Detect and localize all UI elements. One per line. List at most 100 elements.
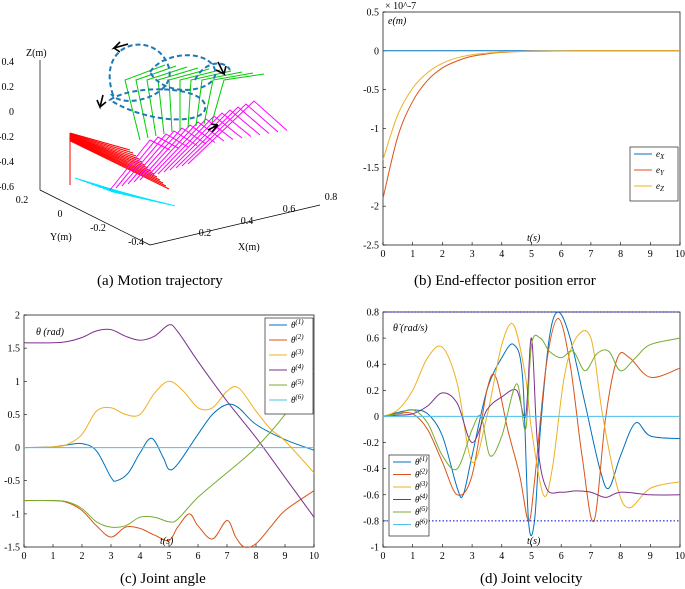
x-tick-label: 10 — [675, 249, 685, 260]
arm-link-3 — [109, 139, 171, 191]
arm-link-3 — [175, 106, 270, 169]
robot-arm-links — [69, 64, 288, 207]
series-line-dtheta2 — [382, 317, 681, 522]
axis-x — [149, 204, 321, 246]
arm-link-4 — [211, 73, 265, 123]
arm-link-3 — [181, 103, 279, 167]
x-tick-label: 3 — [470, 551, 475, 562]
legend-label-theta3: θ(3) — [291, 348, 304, 360]
arm-link-1 — [69, 134, 140, 160]
x-tick-label: 9 — [648, 551, 653, 562]
axes-ticks: 0 1 2 3 4 5 6 7 8 9 10 0.5 0 -0.5 -1 -1.5 -2 -2.5 — [363, 8, 685, 261]
arm-link-1 — [69, 140, 170, 190]
y-tick-label: 0.2 — [16, 195, 29, 206]
caption-d: (d) Joint velocity — [480, 571, 583, 587]
y-tick-label: 0.6 — [367, 334, 380, 345]
arm-link-3 — [121, 133, 189, 187]
legend-label-eX: eX — [656, 149, 665, 161]
arm-link-4 — [179, 69, 221, 130]
x-tick-label: 2 — [440, 551, 445, 562]
x-tick-label: 4 — [138, 551, 143, 562]
legend-label-theta5: θ(5) — [291, 378, 304, 390]
arm-link-1 — [69, 138, 161, 181]
z-tick-label: -0.2 — [0, 132, 14, 143]
arm-link-4 — [157, 67, 199, 135]
arrow-icon — [111, 41, 129, 53]
panel-a: Z(m) 0.4 0.2 0 -0.2 -0.4 -0.6 0.2 0.4 0.6 0.8 0.… — [0, 41, 337, 289]
x-axis-label: t(s) — [160, 536, 174, 547]
path-loop-1 — [108, 43, 171, 102]
legend-label-dtheta3: θ̇(3) — [415, 480, 428, 492]
legend-label-theta6: θ(6) — [291, 393, 304, 405]
panel-b: 0 1 2 3 4 5 6 7 8 9 10 0.5 0 -0.5 -1 -1.5 -2 -2.5 × 10^-7… — [363, 1, 685, 289]
x-tick-label: 6 — [559, 249, 564, 260]
axes-ticks: 0 1 2 3 4 5 6 7 8 9 10 0.8 0.6 0.4 0.2 0 -0.2 -0.4 -0.6 -0.… — [363, 308, 685, 563]
z-tick-label: 0.2 — [2, 82, 15, 93]
x-axis-label: X(m) — [238, 242, 260, 253]
legend-box — [264, 317, 314, 415]
arm-link-4 — [203, 72, 254, 125]
direction-arrows — [96, 41, 227, 133]
legend-label-dtheta1: θ̇(1) — [415, 455, 428, 467]
y-tick-label: -0.8 — [363, 516, 379, 527]
x-tick-label: 9 — [283, 551, 288, 562]
y-tick-label: -2 — [371, 202, 379, 213]
legend-label-dtheta2: θ̇(2) — [415, 468, 428, 480]
legend-label-theta1: θ(1) — [291, 318, 304, 330]
y-tick-label: 0 — [58, 209, 63, 220]
y-tick-label: 0.4 — [367, 360, 380, 371]
plot-frame — [382, 11, 681, 246]
caption-a: (a) Motion trajectory — [97, 273, 223, 289]
arm-link-1 — [69, 132, 131, 151]
x-tick-label: 1 — [410, 551, 415, 562]
path-loop-3 — [108, 88, 207, 121]
x-tick-label: 7 — [225, 551, 230, 562]
arm-link-1 — [69, 137, 158, 178]
y-tick-label: 1.5 — [8, 344, 21, 355]
y-tick-label: 0.5 — [8, 410, 21, 421]
x-tick-label: 7 — [588, 551, 593, 562]
z-tick-label: -0.4 — [0, 157, 14, 168]
legend-label-theta4: θ(4) — [291, 363, 304, 375]
series-line-theta2 — [23, 490, 315, 548]
arm-link-1 — [69, 134, 143, 163]
y-tick-label: 0.8 — [367, 308, 380, 319]
series-lines — [23, 324, 315, 548]
arm-link-3 — [145, 121, 225, 179]
arm-link-4 — [187, 70, 232, 129]
axis-y — [39, 189, 151, 246]
arm-link-1 — [69, 133, 137, 157]
series-lines — [382, 311, 681, 537]
y-tick-label: -0.6 — [363, 490, 379, 501]
x-tick-label: 1 — [51, 551, 56, 562]
x-tick-label: 6 — [559, 551, 564, 562]
y-axis-label: Y(m) — [50, 232, 72, 243]
x-tick-label: 2 — [80, 551, 85, 562]
caption-c: (c) Joint angle — [120, 571, 206, 587]
y-tick-label: 1 — [15, 377, 20, 388]
y-tick-label: 0 — [374, 46, 379, 57]
x-tick-label: 6 — [196, 551, 201, 562]
y-tick-label: -0.4 — [128, 237, 144, 248]
series-line-dtheta4 — [382, 337, 681, 498]
x-tick-label: 0.2 — [199, 228, 212, 239]
y-tick-label: -1 — [12, 509, 20, 520]
arm-link-1 — [69, 133, 134, 154]
arm-link-3 — [169, 109, 261, 171]
x-tick-label: 8 — [618, 249, 623, 260]
legend-label-dtheta4: θ̇(4) — [415, 493, 428, 505]
x-tick-label: 0.4 — [241, 216, 254, 227]
x-tick-label: 8 — [254, 551, 259, 562]
caption-b: (b) End-effector position error — [414, 273, 596, 289]
series-line-dtheta3 — [382, 323, 681, 509]
x-axis-label: t(s) — [527, 536, 541, 547]
x-tick-label: 5 — [529, 551, 534, 562]
arm-link-4 — [135, 65, 177, 139]
x-tick-label: 9 — [648, 249, 653, 260]
legend-label-eZ: eZ — [656, 181, 664, 193]
x-tick-label: 4 — [499, 551, 504, 562]
series-line-eZ — [382, 50, 680, 160]
z-tick-label: 0.4 — [2, 57, 15, 68]
y-tick-label: -1 — [371, 124, 379, 135]
